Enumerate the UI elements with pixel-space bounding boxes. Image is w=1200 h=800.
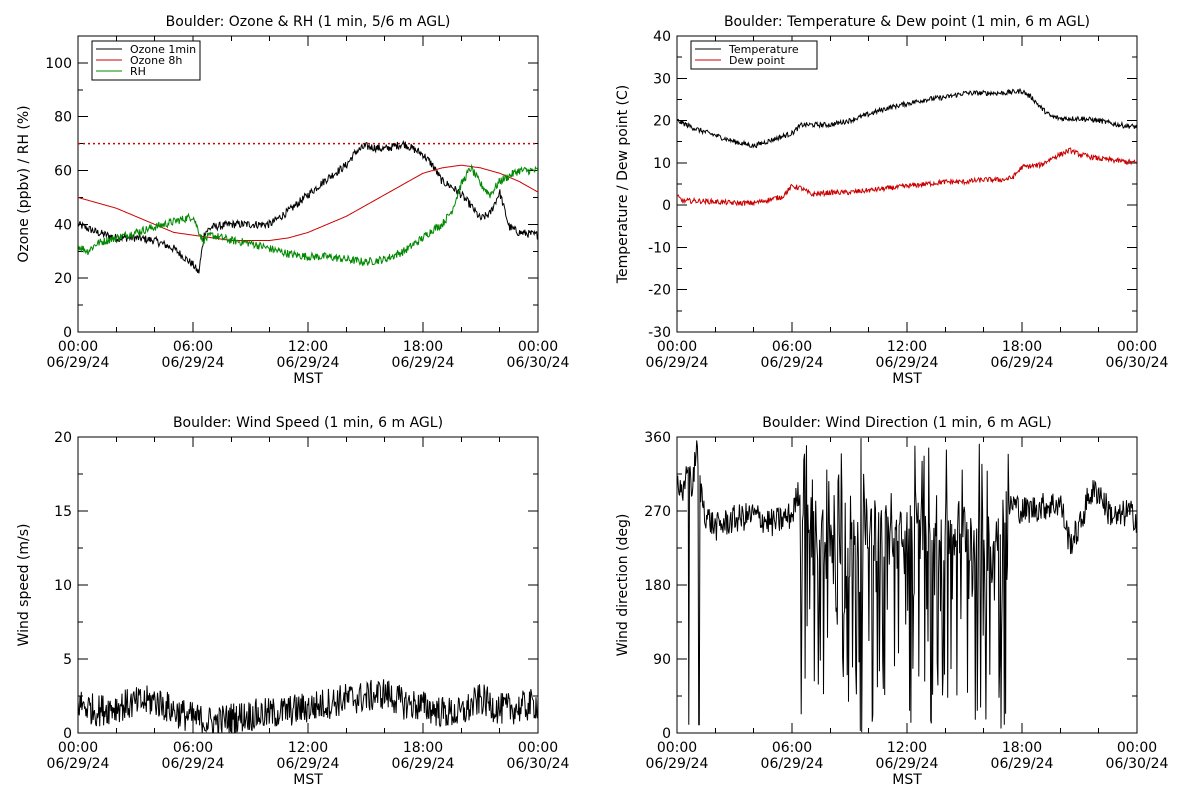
y-tick-label: 20 [54, 271, 72, 287]
x-tick-date-label: 06/29/24 [876, 355, 939, 371]
x-axis-label: MST [892, 371, 922, 387]
y-tick-label: 270 [644, 504, 671, 520]
x-tick-date-label: 06/29/24 [991, 756, 1054, 772]
y-tick-label: 0 [63, 325, 72, 341]
x-axis-label: MST [293, 371, 323, 387]
y-tick-label: 15 [54, 504, 72, 520]
y-tick-label: 0 [662, 726, 671, 742]
x-tick-label: 12:00 [288, 740, 328, 756]
x-tick-label: 00:00 [58, 740, 98, 756]
data-series-line-2 [677, 147, 1137, 207]
x-tick-label: 00:00 [518, 339, 558, 355]
data-series-line-1 [677, 438, 1137, 733]
y-tick-label: 20 [653, 114, 671, 130]
x-tick-date-label: 06/29/24 [47, 756, 110, 772]
x-tick-label: 00:00 [657, 339, 697, 355]
y-tick-label: 90 [653, 652, 671, 668]
x-tick-label: 06:00 [772, 339, 812, 355]
y-tick-label: 60 [54, 164, 72, 180]
data-series-line-2 [78, 164, 538, 241]
legend-label: Dew point [729, 54, 785, 67]
x-tick-label: 06:00 [173, 339, 213, 355]
x-tick-label: 18:00 [403, 740, 443, 756]
y-tick-label: -30 [648, 325, 671, 341]
y-tick-label: 10 [653, 156, 671, 172]
y-tick-label: 20 [54, 430, 72, 446]
y-tick-label: 0 [662, 198, 671, 214]
chart-panel-1: Boulder: Ozone & RH (1 min, 5/6 m AGL) 0 2… [16, 14, 570, 387]
legend-label: Ozone 1min [130, 43, 196, 56]
y-axis-label: Wind direction (deg) [615, 514, 631, 657]
y-axis-label: Ozone (ppbv) / RH (%) [16, 105, 32, 262]
y-tick-label: 5 [63, 652, 72, 668]
y-tick-label: 80 [54, 110, 72, 126]
y-axis-label: Wind speed (m/s) [16, 524, 32, 647]
x-tick-date-label: 06/29/24 [761, 756, 824, 772]
x-tick-date-label: 06/29/24 [876, 756, 939, 772]
x-tick-label: 18:00 [1002, 740, 1042, 756]
x-tick-date-label: 06/30/24 [507, 756, 570, 772]
x-tick-date-label: 06/29/24 [277, 756, 340, 772]
y-tick-label: 180 [644, 578, 671, 594]
x-tick-date-label: 06/30/24 [507, 355, 570, 371]
chart-panel-4: Boulder: Wind Direction (1 min, 6 m AGL)… [615, 415, 1169, 788]
y-tick-label: -10 [648, 240, 671, 256]
x-tick-date-label: 06/29/24 [162, 756, 225, 772]
x-tick-label: 18:00 [1002, 339, 1042, 355]
y-tick-label: 360 [644, 430, 671, 446]
x-tick-label: 00:00 [657, 740, 697, 756]
x-tick-date-label: 06/29/24 [761, 355, 824, 371]
legend-label: RH [130, 65, 146, 78]
chart-title: Boulder: Ozone & RH (1 min, 5/6 m AGL) [166, 14, 451, 30]
x-tick-label: 12:00 [887, 740, 927, 756]
x-tick-date-label: 06/29/24 [47, 355, 110, 371]
x-tick-date-label: 06/30/24 [1106, 756, 1169, 772]
x-tick-date-label: 06/29/24 [991, 355, 1054, 371]
x-tick-label: 06:00 [772, 740, 812, 756]
x-tick-date-label: 06/29/24 [392, 756, 455, 772]
chart-title: Boulder: Wind Direction (1 min, 6 m AGL) [762, 415, 1051, 431]
y-tick-label: 0 [63, 726, 72, 742]
legend-label: Ozone 8h [130, 54, 182, 67]
x-tick-date-label: 06/29/24 [162, 355, 225, 371]
x-tick-label: 06:00 [173, 740, 213, 756]
x-tick-label: 00:00 [1117, 339, 1157, 355]
y-tick-label: 40 [653, 29, 671, 45]
chart-title: Boulder: Wind Speed (1 min, 6 m AGL) [173, 415, 443, 431]
x-tick-date-label: 06/29/24 [646, 756, 709, 772]
chart-panel-3: Boulder: Wind Speed (1 min, 6 m AGL) 0 5 10… [16, 415, 570, 788]
x-tick-label: 18:00 [403, 339, 443, 355]
y-axis-label: Temperature / Dew point (C) [615, 85, 631, 284]
y-tick-label: 10 [54, 578, 72, 594]
x-tick-date-label: 06/30/24 [1106, 355, 1169, 371]
x-tick-label: 12:00 [887, 339, 927, 355]
x-tick-date-label: 06/29/24 [392, 355, 455, 371]
x-tick-label: 00:00 [58, 339, 98, 355]
chart-title: Boulder: Temperature & Dew point (1 min,… [724, 14, 1090, 30]
y-tick-label: -20 [648, 283, 671, 299]
legend-box [690, 40, 818, 70]
x-axis-label: MST [892, 772, 922, 788]
data-series-line-3 [78, 163, 538, 267]
data-series-line-1 [677, 87, 1137, 149]
x-tick-date-label: 06/29/24 [277, 355, 340, 371]
x-axis-label: MST [293, 772, 323, 788]
legend-label: Temperature [728, 43, 799, 56]
x-tick-label: 00:00 [518, 740, 558, 756]
y-tick-label: 100 [45, 56, 72, 72]
plot-frame [676, 35, 1138, 333]
x-tick-date-label: 06/29/24 [646, 355, 709, 371]
x-tick-label: 12:00 [288, 339, 328, 355]
x-tick-label: 00:00 [1117, 740, 1157, 756]
chart-panel-2: Boulder: Temperature & Dew point (1 min,… [615, 14, 1169, 387]
y-tick-label: 40 [54, 217, 72, 233]
plot-frame [676, 436, 1138, 734]
data-series-line-1 [78, 139, 538, 274]
data-series-line-1 [78, 679, 538, 733]
y-tick-label: 30 [653, 71, 671, 87]
